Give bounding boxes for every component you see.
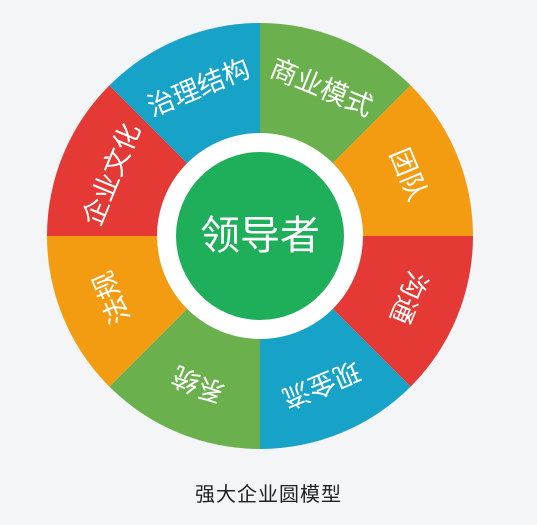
diagram-caption: 强大企业圆模型: [195, 482, 342, 506]
center-label: 领导者: [200, 213, 320, 259]
center-disc: [176, 152, 344, 320]
